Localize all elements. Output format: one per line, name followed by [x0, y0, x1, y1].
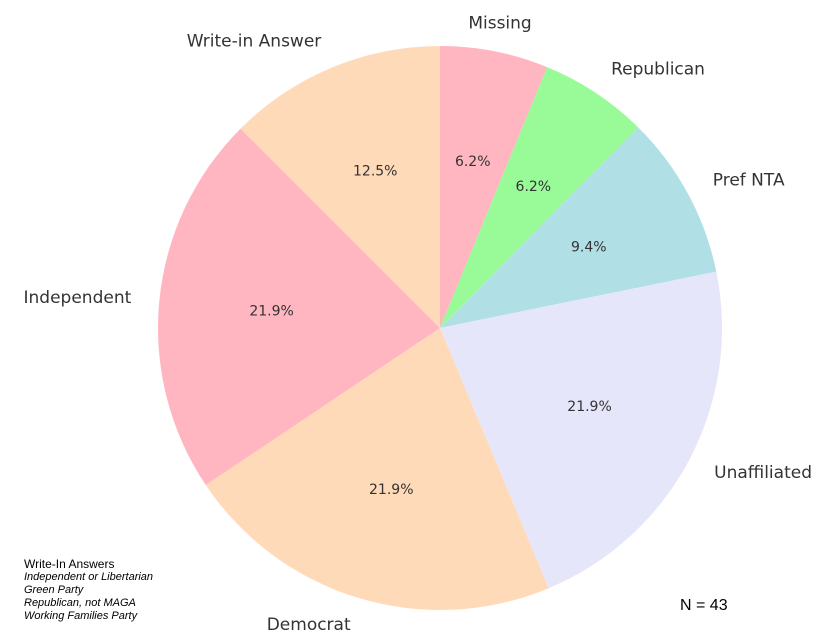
percent-label: 21.9% — [249, 304, 293, 320]
percent-label: 6.2% — [516, 179, 552, 195]
pie-slice-pref-nta — [440, 127, 717, 328]
note-item: Working Families Party — [24, 610, 138, 622]
percent-label: 6.2% — [455, 154, 491, 170]
pie-slice-independent — [158, 128, 441, 486]
percent-label: 21.9% — [369, 482, 413, 498]
pie-slice-republican — [440, 67, 639, 328]
percent-label: 21.9% — [567, 399, 611, 415]
category-labels: Missing Republican Pref NTA Unaffiliated Dem… — [24, 14, 812, 635]
pie-slice-write-in-answer — [240, 45, 440, 328]
category-label: Pref NTA — [713, 170, 785, 190]
note-item: Green Party — [24, 584, 84, 596]
category-label: Democrat — [267, 615, 351, 635]
category-label: Independent — [24, 288, 132, 308]
category-label: Write-in Answer — [187, 31, 322, 51]
note-title: Write-In Answers — [24, 557, 115, 571]
category-label: Missing — [468, 14, 531, 34]
pie-slice-democrat — [205, 328, 549, 610]
pie-slices — [158, 45, 722, 610]
note-item: Republican, not MAGA — [24, 597, 136, 609]
category-label: Unaffiliated — [714, 463, 812, 483]
pie-slice-unaffiliated — [440, 271, 722, 589]
category-label: Republican — [611, 59, 705, 79]
sample-size-label: N = 43 — [680, 597, 728, 614]
percent-label: 9.4% — [571, 239, 607, 255]
pie-slice-missing — [440, 46, 548, 328]
percent-label: 12.5% — [353, 164, 397, 180]
write-in-note: Write-In Answers Independent or Libertar… — [24, 558, 153, 623]
note-item: Independent or Libertarian — [24, 571, 154, 583]
percent-labels: 6.2% 6.2% 9.4% 21.9% 21.9% 21.9% 12.5% — [249, 154, 611, 498]
